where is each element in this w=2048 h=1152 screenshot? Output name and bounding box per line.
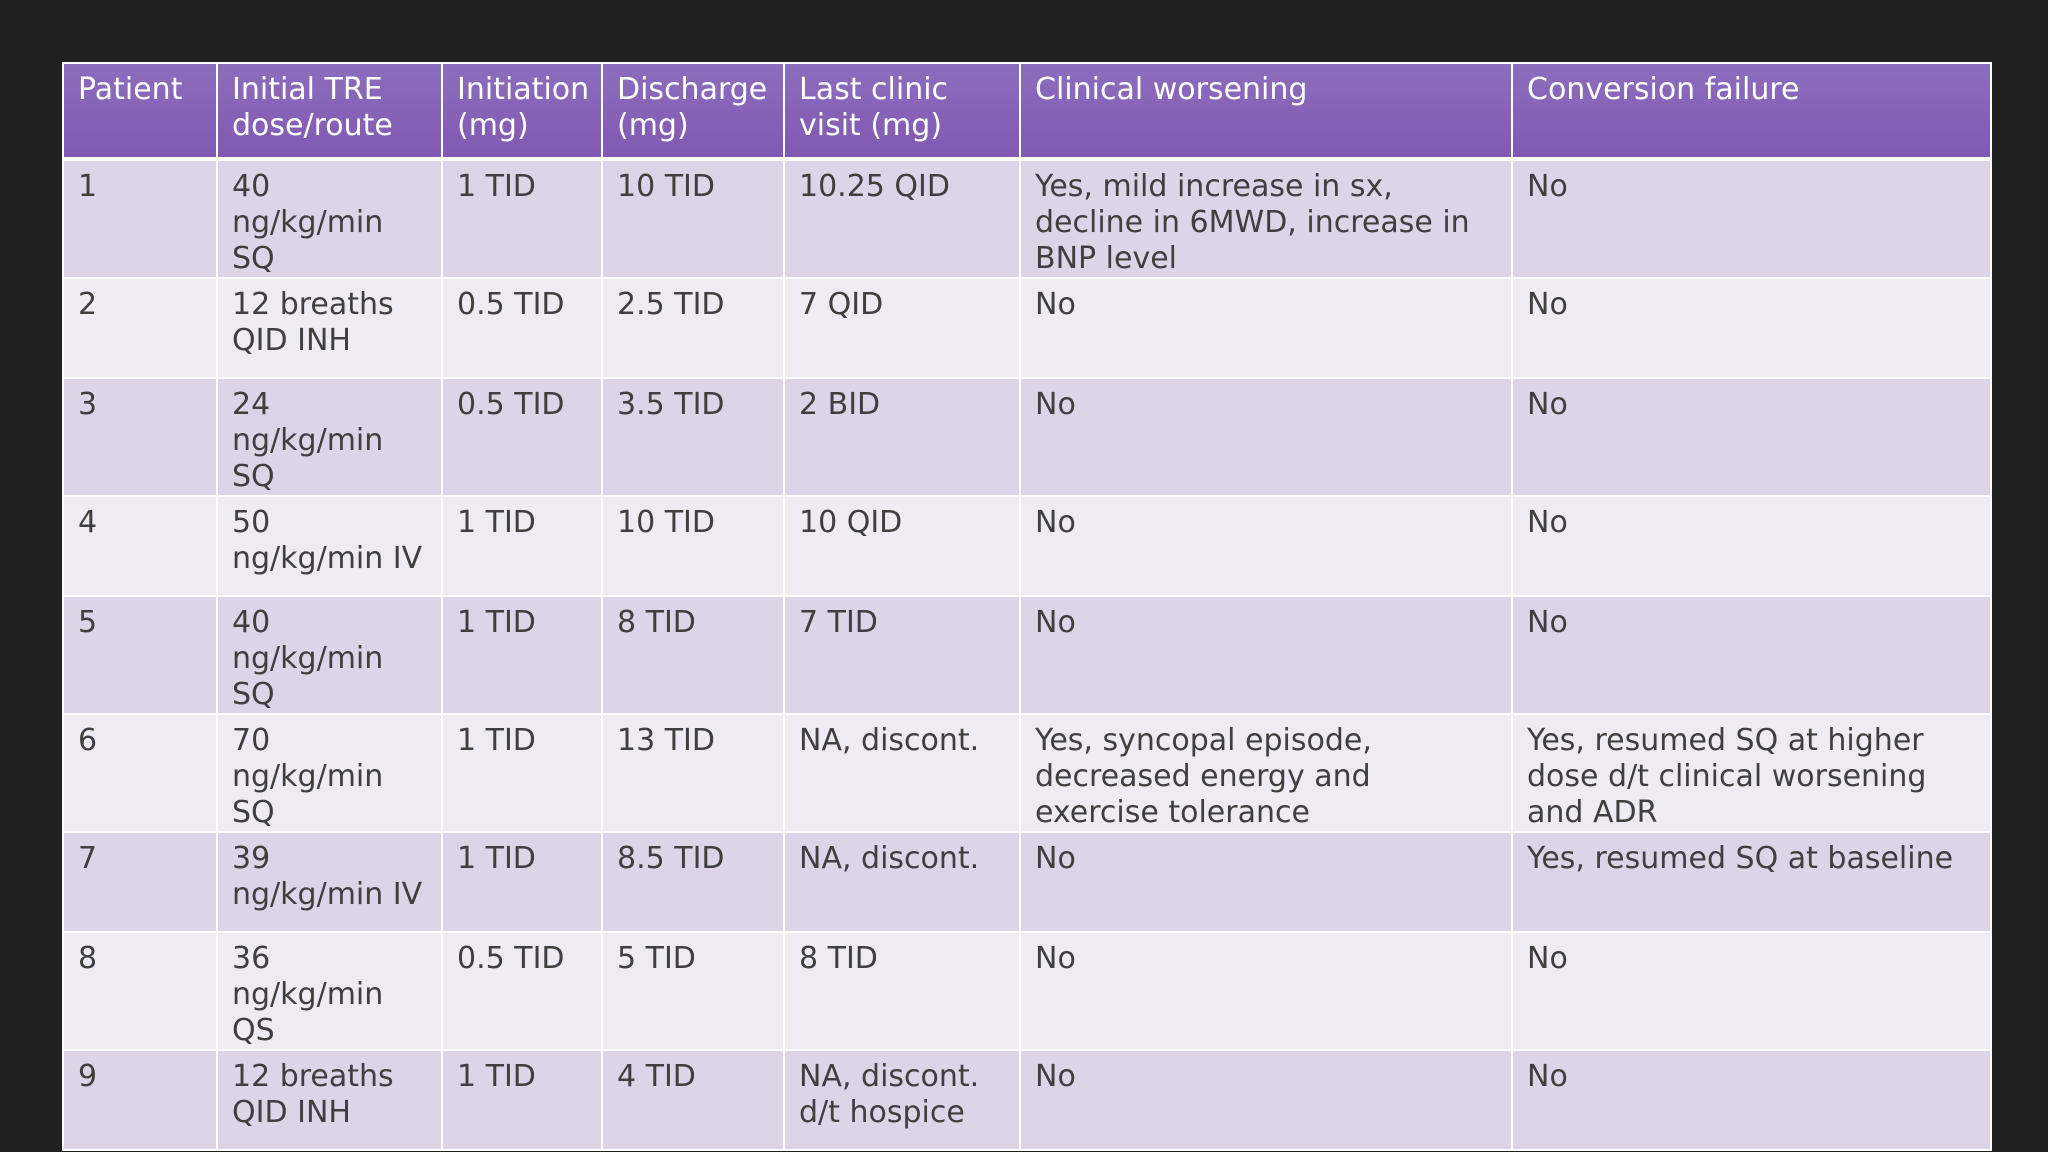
cell-conversion-failure: No xyxy=(1511,931,1992,1051)
header-initiation: Initiation (mg) xyxy=(441,62,603,161)
cell-conversion-failure: No xyxy=(1511,377,1992,497)
cell-discharge: 3.5 TID xyxy=(601,377,785,497)
header-patient: Patient xyxy=(62,62,218,161)
cell-conversion-failure: No xyxy=(1511,1049,1992,1151)
cell-clinical-worsening: No xyxy=(1019,595,1513,715)
cell-last-clinic-visit: NA, discont. xyxy=(783,713,1021,833)
cell-patient: 6 xyxy=(62,713,218,833)
cell-conversion-failure: No xyxy=(1511,277,1992,379)
cell-initiation: 1 TID xyxy=(441,831,603,933)
cell-last-clinic-visit: 2 BID xyxy=(783,377,1021,497)
cell-discharge: 5 TID xyxy=(601,931,785,1051)
cell-initial-dose-route: 70 ng/kg/min SQ xyxy=(216,713,443,833)
header-clinical-worsening: Clinical worsening xyxy=(1019,62,1513,161)
cell-patient: 2 xyxy=(62,277,218,379)
cell-clinical-worsening: No xyxy=(1019,495,1513,597)
cell-initial-dose-route: 40 ng/kg/min SQ xyxy=(216,595,443,715)
header-conversion-failure: Conversion failure xyxy=(1511,62,1992,161)
cell-last-clinic-visit: 10 QID xyxy=(783,495,1021,597)
cell-initial-dose-route: 50 ng/kg/min IV xyxy=(216,495,443,597)
cell-initial-dose-route: 12 breaths QID INH xyxy=(216,277,443,379)
cell-last-clinic-visit: NA, discont. xyxy=(783,831,1021,933)
cell-discharge: 10 TID xyxy=(601,495,785,597)
cell-discharge: 2.5 TID xyxy=(601,277,785,379)
cell-initiation: 0.5 TID xyxy=(441,377,603,497)
cell-last-clinic-visit: NA, discont. d/t hospice xyxy=(783,1049,1021,1151)
cell-patient: 7 xyxy=(62,831,218,933)
cell-clinical-worsening: No xyxy=(1019,377,1513,497)
cell-patient: 9 xyxy=(62,1049,218,1151)
table-row: 1 40 ng/kg/min SQ 1 TID 10 TID 10.25 QID… xyxy=(62,158,1992,279)
table-row: 8 36 ng/kg/min QS 0.5 TID 5 TID 8 TID No… xyxy=(62,931,1992,1051)
cell-patient: 1 xyxy=(62,158,218,279)
cell-discharge: 8.5 TID xyxy=(601,831,785,933)
cell-clinical-worsening: No xyxy=(1019,1049,1513,1151)
cell-clinical-worsening: No xyxy=(1019,831,1513,933)
cell-initiation: 1 TID xyxy=(441,713,603,833)
cell-initial-dose-route: 36 ng/kg/min QS xyxy=(216,931,443,1051)
cell-conversion-failure: Yes, resumed SQ at baseline xyxy=(1511,831,1992,933)
table-row: 2 12 breaths QID INH 0.5 TID 2.5 TID 7 Q… xyxy=(62,277,1992,379)
cell-conversion-failure: No xyxy=(1511,158,1992,279)
cell-clinical-worsening: Yes, syncopal episode, decreased energy … xyxy=(1019,713,1513,833)
cell-initial-dose-route: 40 ng/kg/min SQ xyxy=(216,158,443,279)
cell-discharge: 8 TID xyxy=(601,595,785,715)
cell-last-clinic-visit: 8 TID xyxy=(783,931,1021,1051)
header-initial-dose-route: Initial TRE dose/route xyxy=(216,62,443,161)
cell-conversion-failure: Yes, resumed SQ at higher dose d/t clini… xyxy=(1511,713,1992,833)
table-row: 4 50 ng/kg/min IV 1 TID 10 TID 10 QID No… xyxy=(62,495,1992,597)
cell-last-clinic-visit: 7 TID xyxy=(783,595,1021,715)
cell-initiation: 0.5 TID xyxy=(441,277,603,379)
table-row: 9 12 breaths QID INH 1 TID 4 TID NA, dis… xyxy=(62,1049,1992,1151)
cell-patient: 4 xyxy=(62,495,218,597)
table-row: 7 39 ng/kg/min IV 1 TID 8.5 TID NA, disc… xyxy=(62,831,1992,933)
data-table: Patient Initial TRE dose/route Initiatio… xyxy=(62,62,1992,1151)
cell-initial-dose-route: 24 ng/kg/min SQ xyxy=(216,377,443,497)
cell-conversion-failure: No xyxy=(1511,595,1992,715)
cell-clinical-worsening: No xyxy=(1019,277,1513,379)
table-row: 3 24 ng/kg/min SQ 0.5 TID 3.5 TID 2 BID … xyxy=(62,377,1992,497)
cell-patient: 5 xyxy=(62,595,218,715)
cell-discharge: 10 TID xyxy=(601,158,785,279)
cell-initiation: 1 TID xyxy=(441,495,603,597)
cell-patient: 3 xyxy=(62,377,218,497)
table-header-row: Patient Initial TRE dose/route Initiatio… xyxy=(62,62,1992,161)
cell-initiation: 1 TID xyxy=(441,158,603,279)
cell-conversion-failure: No xyxy=(1511,495,1992,597)
cell-clinical-worsening: No xyxy=(1019,931,1513,1051)
cell-last-clinic-visit: 7 QID xyxy=(783,277,1021,379)
table-row: 6 70 ng/kg/min SQ 1 TID 13 TID NA, disco… xyxy=(62,713,1992,833)
header-discharge: Discharge (mg) xyxy=(601,62,785,161)
cell-initial-dose-route: 39 ng/kg/min IV xyxy=(216,831,443,933)
cell-patient: 8 xyxy=(62,931,218,1051)
cell-last-clinic-visit: 10.25 QID xyxy=(783,158,1021,279)
header-last-clinic-visit: Last clinic visit (mg) xyxy=(783,62,1021,161)
cell-discharge: 13 TID xyxy=(601,713,785,833)
cell-discharge: 4 TID xyxy=(601,1049,785,1151)
cell-clinical-worsening: Yes, mild increase in sx, decline in 6MW… xyxy=(1019,158,1513,279)
cell-initiation: 0.5 TID xyxy=(441,931,603,1051)
cell-initiation: 1 TID xyxy=(441,595,603,715)
cell-initial-dose-route: 12 breaths QID INH xyxy=(216,1049,443,1151)
cell-initiation: 1 TID xyxy=(441,1049,603,1151)
table-row: 5 40 ng/kg/min SQ 1 TID 8 TID 7 TID No N… xyxy=(62,595,1992,715)
